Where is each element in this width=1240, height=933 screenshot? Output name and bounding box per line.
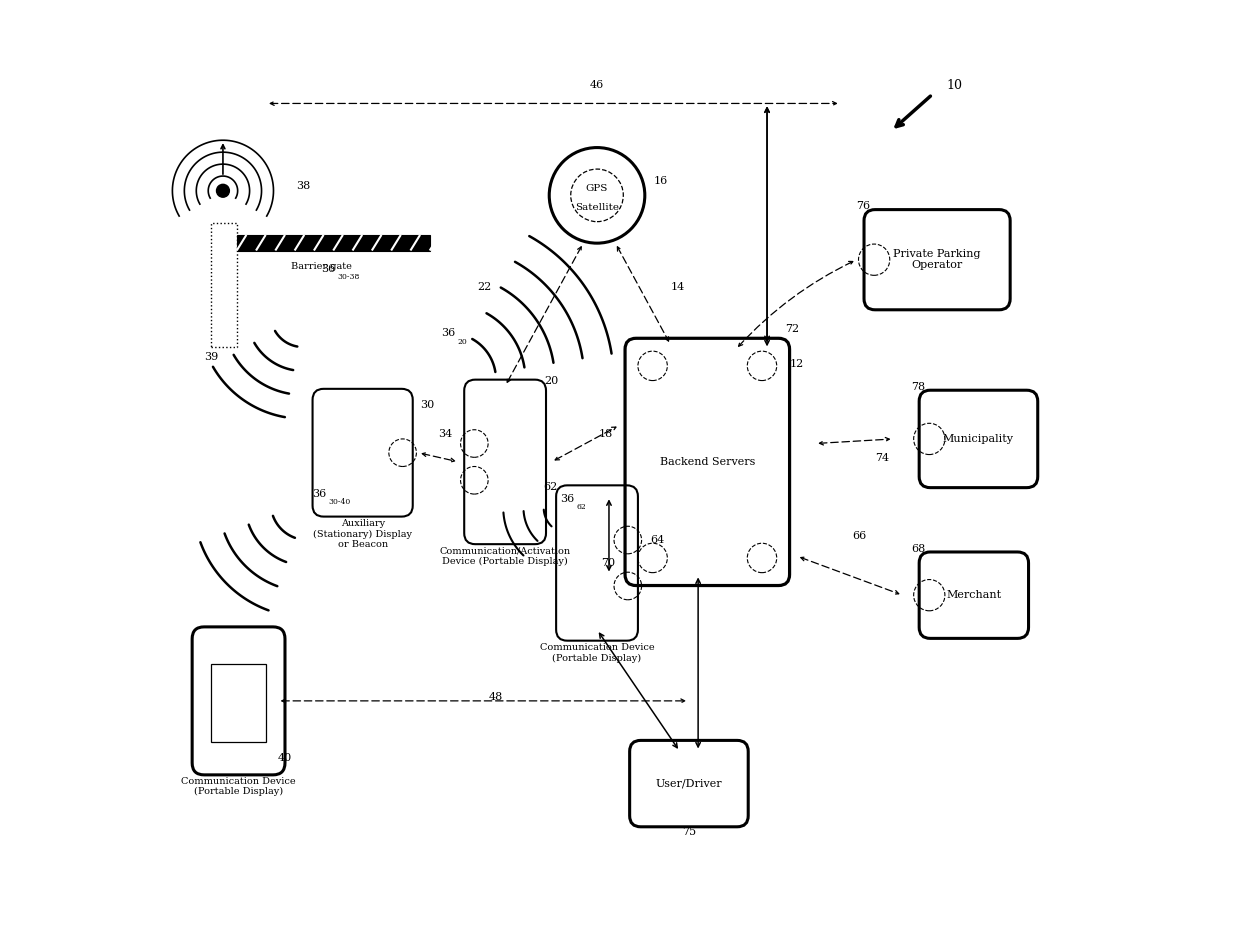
Text: 36: 36 <box>440 328 455 339</box>
Text: 30: 30 <box>420 400 434 410</box>
Text: 64: 64 <box>650 535 665 545</box>
Circle shape <box>217 185 229 197</box>
Bar <box>237 235 430 250</box>
Text: 75: 75 <box>682 827 696 837</box>
Text: Communication Device
(Portable Display): Communication Device (Portable Display) <box>181 776 296 796</box>
Text: Communication/Activation
Device (Portable Display): Communication/Activation Device (Portabl… <box>439 547 570 566</box>
Text: 22: 22 <box>477 283 491 292</box>
Text: 40: 40 <box>278 753 291 763</box>
Text: 36: 36 <box>321 264 336 274</box>
Text: 16: 16 <box>653 176 668 186</box>
Text: 36: 36 <box>560 494 574 504</box>
Text: 30-40: 30-40 <box>329 498 351 507</box>
Text: 20: 20 <box>458 338 467 345</box>
Text: 30-38: 30-38 <box>337 273 360 281</box>
Text: Merchant: Merchant <box>946 591 1002 600</box>
Text: Satellite: Satellite <box>575 202 619 212</box>
Text: 62: 62 <box>577 503 587 511</box>
Bar <box>212 663 265 742</box>
Text: Municipality: Municipality <box>942 434 1014 444</box>
Text: 36: 36 <box>312 489 326 499</box>
Text: 18: 18 <box>599 429 614 439</box>
Text: 70: 70 <box>601 558 616 568</box>
Text: 38: 38 <box>296 181 311 191</box>
Text: 66: 66 <box>852 531 866 541</box>
Text: 14: 14 <box>671 283 684 292</box>
Text: 74: 74 <box>875 453 889 463</box>
Text: 62: 62 <box>543 481 558 492</box>
Text: 39: 39 <box>203 352 218 362</box>
Text: GPS: GPS <box>585 184 608 192</box>
Text: User/Driver: User/Driver <box>656 779 722 788</box>
Text: Private Parking
Operator: Private Parking Operator <box>893 249 981 271</box>
Text: Communication Device
(Portable Display): Communication Device (Portable Display) <box>539 644 655 663</box>
Text: 72: 72 <box>785 324 800 334</box>
Text: Auxiliary
(Stationary) Display
or Beacon: Auxiliary (Stationary) Display or Beacon <box>314 520 412 550</box>
Text: 10: 10 <box>946 78 962 91</box>
Text: 12: 12 <box>790 358 804 369</box>
Text: 78: 78 <box>911 382 925 392</box>
Text: Backend Servers: Backend Servers <box>660 457 755 466</box>
Text: 76: 76 <box>857 202 870 212</box>
Text: 20: 20 <box>544 376 558 386</box>
Text: 68: 68 <box>911 544 925 554</box>
Text: 48: 48 <box>489 691 503 702</box>
Text: 34: 34 <box>438 429 453 439</box>
Text: 46: 46 <box>590 79 604 90</box>
Text: Barrier gate: Barrier gate <box>291 262 352 272</box>
